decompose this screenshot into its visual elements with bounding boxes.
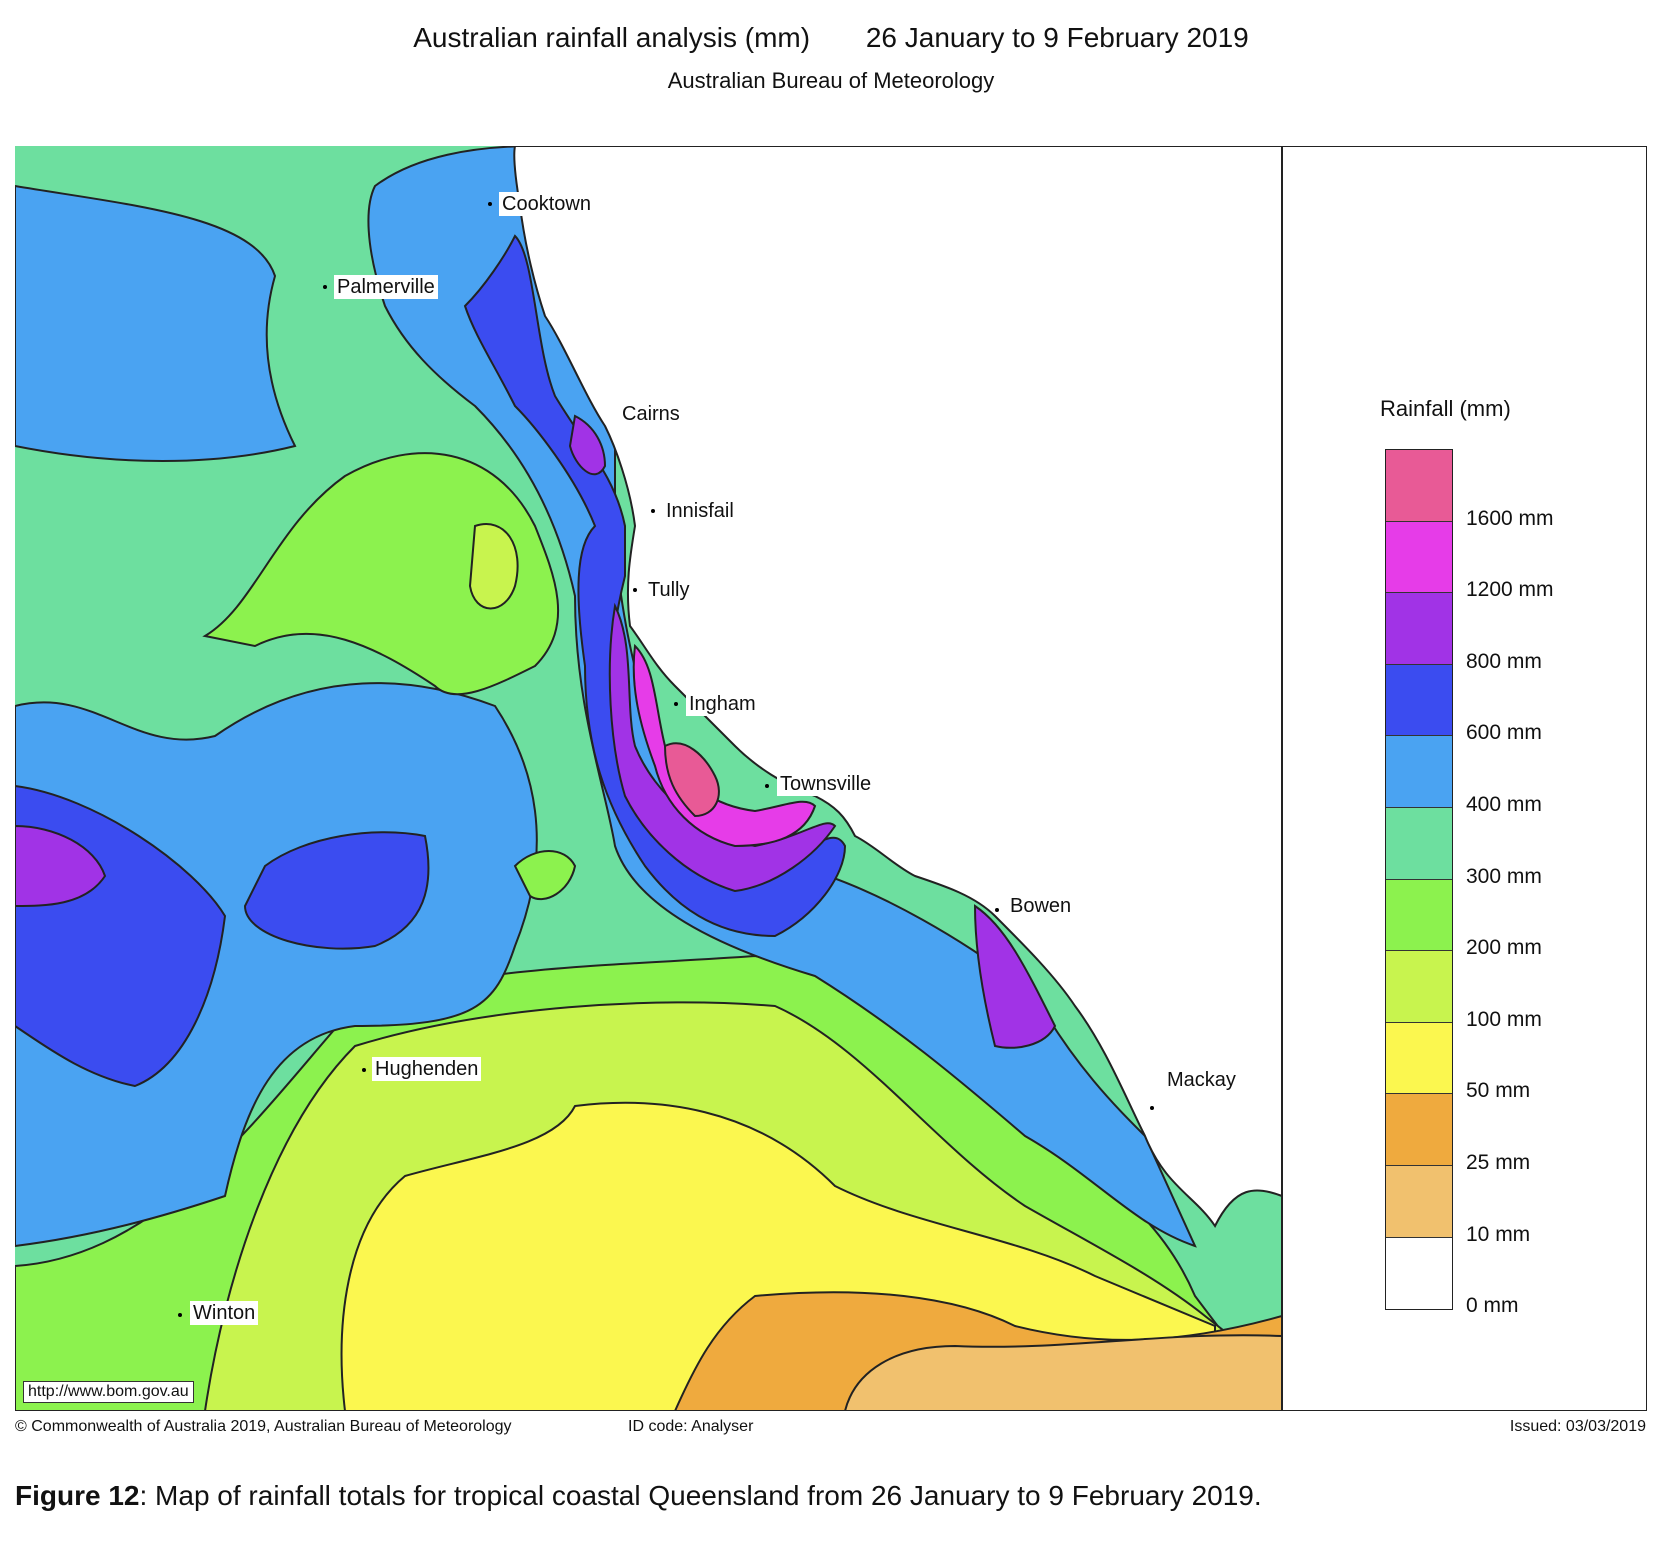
legend-title: Rainfall (mm) — [1380, 396, 1511, 421]
town-label-winton: Winton — [190, 1301, 259, 1325]
figure-caption: Figure 12: Map of rainfall totals for tr… — [15, 1480, 1262, 1512]
town-dot-hughenden — [362, 1068, 366, 1072]
legend-tick-label: 0 mm — [1466, 1294, 1519, 1318]
town-dot-winton — [178, 1313, 182, 1317]
legend-tick-label: 50 mm — [1466, 1079, 1531, 1103]
zone-600-800-central — [243, 831, 430, 950]
figure-caption-text: : Map of rainfall totals for tropical co… — [139, 1480, 1262, 1511]
copyright-symbol: © — [15, 1418, 27, 1435]
town-dot-ingham — [674, 702, 678, 706]
zone-200-300-north — [202, 452, 559, 696]
legend-tick-label: 300 mm — [1466, 864, 1542, 888]
zone-800-1200-bowen — [973, 904, 1057, 1049]
legend-tick-label: 10 mm — [1466, 1222, 1531, 1246]
legend-swatch — [1386, 736, 1452, 808]
copyright-body: Commonwealth of Australia 2019, Australi… — [31, 1418, 512, 1435]
rainfall-map: Cooktown Palmerville Cairns Innisfail Tu… — [15, 146, 1282, 1411]
zone-400-600-west — [15, 184, 297, 462]
id-code: ID code: Analyser — [628, 1418, 754, 1435]
town-label-mackay: Mackay — [1164, 1068, 1239, 1092]
town-dot-palmerville — [323, 285, 327, 289]
zone-800-1200-ingham — [608, 602, 837, 893]
map-title: Australian rainfall analysis (mm) — [413, 22, 811, 53]
town-label-cairns: Cairns — [619, 402, 683, 426]
town-dot-mackay — [1150, 1106, 1154, 1110]
legend-swatch — [1386, 807, 1452, 880]
town-label-ingham: Ingham — [686, 692, 759, 716]
legend-swatch — [1386, 521, 1452, 594]
legend-tick-label: 600 mm — [1466, 721, 1542, 745]
legend-tick-label: 100 mm — [1466, 1007, 1542, 1031]
zone-200-300-spot — [513, 850, 577, 901]
legend-swatch — [1386, 593, 1452, 665]
town-dot-townsville — [765, 784, 769, 788]
zone-800-1200-west — [15, 824, 107, 908]
town-label-tully: Tully — [645, 578, 693, 602]
legend-swatch — [1386, 879, 1452, 952]
map-period: 26 January to 9 February 2019 — [865, 22, 1249, 53]
legend-swatch — [1386, 450, 1452, 522]
legend-tick-label: 1600 mm — [1466, 506, 1554, 530]
zone-600-800-coast — [463, 234, 847, 938]
legend-swatch — [1386, 1165, 1452, 1238]
rainfall-contour-map — [15, 146, 1282, 1411]
town-dot-bowen — [995, 908, 999, 912]
bom-url[interactable]: http://www.bom.gov.au — [23, 1381, 194, 1403]
town-label-innisfail: Innisfail — [663, 499, 737, 523]
zone-10-25 — [843, 1334, 1282, 1411]
figure-label: Figure 12 — [15, 1480, 140, 1511]
legend-swatch — [1386, 664, 1452, 737]
legend-tick-label: 25 mm — [1466, 1151, 1531, 1174]
copyright-text: © Commonwealth of Australia 2019, Austra… — [15, 1418, 512, 1436]
legend-colorbar — [1385, 449, 1453, 1311]
map-title-row: Australian rainfall analysis (mm) 26 Jan… — [0, 22, 1662, 54]
map-subtitle: Australian Bureau of Meteorology — [667, 68, 995, 93]
legend-tick-label: 400 mm — [1466, 793, 1542, 816]
legend-tick-label: 1200 mm — [1466, 578, 1554, 602]
town-label-townsville: Townsville — [777, 772, 875, 796]
legend-swatch — [1386, 1237, 1452, 1310]
legend-tick-label: 200 mm — [1466, 936, 1542, 960]
issued-date: Issued: 03/03/2019 — [1509, 1418, 1646, 1435]
legend-swatch — [1386, 951, 1452, 1023]
zone-1600-plus — [663, 742, 720, 818]
town-label-palmerville: Palmerville — [334, 275, 438, 299]
legend-tick-label: 800 mm — [1466, 649, 1542, 673]
panel-divider — [1281, 146, 1283, 1411]
town-label-bowen: Bowen — [1007, 894, 1075, 918]
zone-400-600-central — [15, 682, 538, 1248]
legend-swatch — [1386, 1022, 1452, 1095]
zone-800-1200-cairns — [568, 414, 607, 476]
town-dot-cooktown — [488, 202, 492, 206]
zone-100-200-north — [468, 523, 519, 610]
town-dot-tully — [633, 588, 637, 592]
town-label-hughenden: Hughenden — [372, 1057, 482, 1081]
town-dot-innisfail — [651, 509, 655, 513]
legend-swatch — [1386, 1094, 1452, 1166]
town-label-cooktown: Cooktown — [499, 192, 594, 216]
